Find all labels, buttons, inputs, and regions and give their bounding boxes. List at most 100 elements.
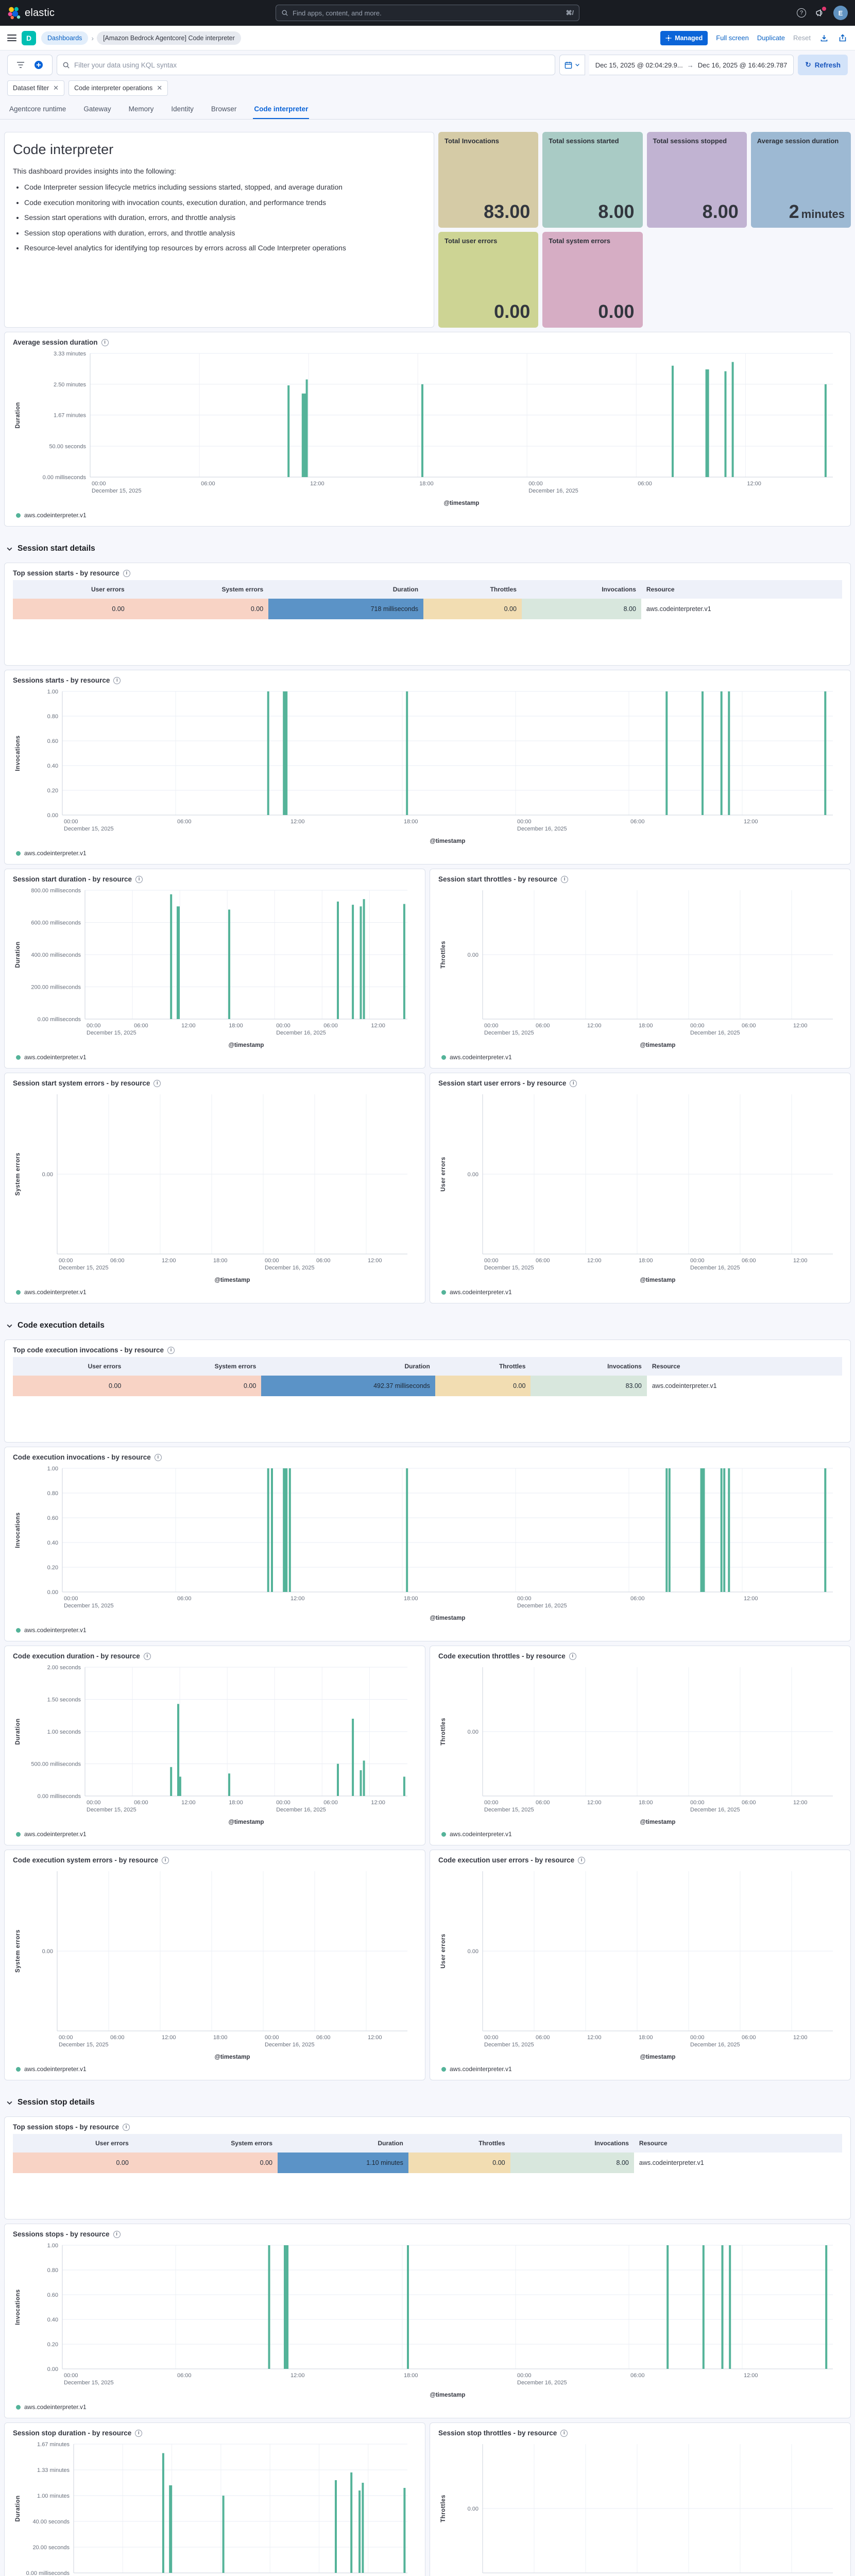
- date-range-display[interactable]: Dec 15, 2025 @ 02:04:29.9... → Dec 16, 2…: [589, 55, 794, 75]
- column-header[interactable]: Throttles: [490, 586, 517, 593]
- user-avatar[interactable]: E: [833, 6, 848, 20]
- tab-agentcore-runtime[interactable]: Agentcore runtime: [9, 105, 66, 113]
- column-header[interactable]: System errors: [221, 586, 264, 593]
- filter-pill-operations[interactable]: Code interpreter operations ✕: [69, 80, 168, 96]
- chart-sessions-stops[interactable]: 00:00 December 15, 2025 06:00 12:00 18:00 00:…: [13, 2241, 842, 2402]
- chart-code-execution-user-errors[interactable]: 00:00 December 15, 2025 06:00 12:00 18:00 00:…: [438, 1867, 842, 2064]
- legend-label[interactable]: aws.codeinterpreter.v1: [24, 1289, 87, 1296]
- help-icon[interactable]: ?: [796, 8, 807, 18]
- chart-session-start-system-errors[interactable]: 00:00 December 15, 2025 06:00 12:00 18:00 00:…: [13, 1090, 417, 1287]
- info-icon[interactable]: [123, 2123, 130, 2131]
- breadcrumb-dashboards[interactable]: Dashboards: [41, 31, 89, 45]
- chart-average-session-duration[interactable]: 00:00 December 15, 2025 06:00 12:00 18:00 00:…: [13, 349, 842, 511]
- menu-icon[interactable]: [7, 35, 16, 41]
- section-session-stop-details[interactable]: Session stop details: [6, 2098, 849, 2107]
- tab-gateway[interactable]: Gateway: [83, 105, 111, 113]
- date-from[interactable]: Dec 15, 2025 @ 02:04:29.9...: [595, 61, 683, 69]
- filter-pill-dataset[interactable]: Dataset filter ✕: [7, 80, 65, 96]
- legend-label[interactable]: aws.codeinterpreter.v1: [24, 512, 87, 519]
- tab-identity[interactable]: Identity: [171, 105, 194, 113]
- column-header[interactable]: Duration: [404, 1363, 430, 1370]
- legend-label[interactable]: aws.codeinterpreter.v1: [24, 1626, 87, 1634]
- legend-label[interactable]: aws.codeinterpreter.v1: [24, 1054, 87, 1061]
- tile-total-sessions-stopped[interactable]: Total sessions stopped 8.00: [646, 132, 747, 228]
- section-session-start-details[interactable]: Session start details: [6, 544, 849, 553]
- add-filter-icon[interactable]: [34, 60, 43, 70]
- legend-label[interactable]: aws.codeinterpreter.v1: [450, 1054, 512, 1061]
- info-icon[interactable]: [101, 338, 109, 346]
- info-icon[interactable]: [154, 1453, 162, 1461]
- column-header[interactable]: Invocations: [607, 1363, 642, 1370]
- table-row[interactable]: 0.00 0.00 492.37 milliseconds 0.00 83.00 aws.…: [13, 1376, 842, 1396]
- tile-total-sessions-started[interactable]: Total sessions started 8.00: [542, 132, 643, 228]
- column-header[interactable]: Invocations: [594, 2140, 629, 2147]
- full-screen-button[interactable]: Full screen: [716, 34, 749, 42]
- tab-browser[interactable]: Browser: [211, 105, 237, 113]
- chart-session-start-user-errors[interactable]: 00:00 December 15, 2025 06:00 12:00 18:00 00:…: [438, 1090, 842, 1287]
- table-row[interactable]: 0.00 0.00 1.10 minutes 0.00 8.00 aws.codeinte…: [13, 2153, 842, 2173]
- info-icon[interactable]: [153, 1079, 161, 1087]
- download-icon[interactable]: [819, 33, 829, 43]
- info-icon[interactable]: [578, 1856, 586, 1864]
- column-header[interactable]: User errors: [88, 1363, 122, 1370]
- info-icon[interactable]: [560, 2429, 568, 2437]
- chart-code-execution-invocations[interactable]: 00:00 December 15, 2025 06:00 12:00 18:00 00:…: [13, 1464, 842, 1625]
- table-row[interactable]: 0.00 0.00 718 milliseconds 0.00 8.00 aws.code…: [13, 599, 842, 619]
- duplicate-button[interactable]: Duplicate: [757, 34, 785, 42]
- info-icon[interactable]: [123, 569, 130, 577]
- tab-memory[interactable]: Memory: [128, 105, 154, 113]
- legend-label[interactable]: aws.codeinterpreter.v1: [24, 1831, 87, 1838]
- info-icon[interactable]: [113, 2230, 121, 2238]
- chart-session-start-duration[interactable]: 00:00 December 15, 2025 06:00 12:00 18:00 00:…: [13, 886, 417, 1053]
- reset-button[interactable]: Reset: [793, 34, 811, 42]
- chart-session-start-throttles[interactable]: 00:00 December 15, 2025 06:00 12:00 18:00 00:…: [438, 886, 842, 1053]
- legend-label[interactable]: aws.codeinterpreter.v1: [450, 1831, 512, 1838]
- tab-code-interpreter[interactable]: Code interpreter: [253, 101, 310, 119]
- legend-label[interactable]: aws.codeinterpreter.v1: [24, 850, 87, 857]
- column-header[interactable]: Duration: [378, 2140, 403, 2147]
- legend-label[interactable]: aws.codeinterpreter.v1: [24, 2065, 87, 2073]
- legend-label[interactable]: aws.codeinterpreter.v1: [450, 1289, 512, 1296]
- chart-code-execution-system-errors[interactable]: 00:00 December 15, 2025 06:00 12:00 18:00 00:…: [13, 1867, 417, 2064]
- space-badge[interactable]: D: [22, 30, 36, 45]
- chart-code-execution-duration[interactable]: 00:00 December 15, 2025 06:00 12:00 18:00 00:…: [13, 1663, 417, 1829]
- kql-query-input[interactable]: [74, 61, 550, 69]
- date-to[interactable]: Dec 16, 2025 @ 16:46:29.787: [697, 61, 788, 69]
- remove-filter-icon[interactable]: ✕: [157, 84, 163, 92]
- column-header[interactable]: Resource: [652, 1363, 680, 1370]
- info-icon[interactable]: [570, 1079, 577, 1087]
- section-code-execution-details[interactable]: Code execution details: [6, 1321, 849, 1330]
- chart-sessions-starts[interactable]: 00:00 December 15, 2025 06:00 12:00 18:00 00:…: [13, 687, 842, 849]
- share-icon[interactable]: [837, 33, 848, 43]
- tile-total-user-errors[interactable]: Total user errors 0.00: [438, 232, 539, 328]
- info-icon[interactable]: [135, 2429, 143, 2437]
- remove-filter-icon[interactable]: ✕: [53, 84, 59, 92]
- column-header[interactable]: Duration: [392, 586, 419, 593]
- info-icon[interactable]: [167, 1346, 175, 1354]
- refresh-button[interactable]: ↻ Refresh: [798, 55, 848, 75]
- column-header[interactable]: System errors: [231, 2140, 273, 2147]
- elastic-logo[interactable]: elastic: [7, 6, 55, 20]
- news-megaphone-icon[interactable]: [815, 7, 826, 18]
- column-header[interactable]: User errors: [95, 2140, 129, 2147]
- info-icon[interactable]: [561, 875, 569, 883]
- legend-label[interactable]: aws.codeinterpreter.v1: [24, 2403, 87, 2411]
- column-header[interactable]: Invocations: [602, 586, 636, 593]
- column-header[interactable]: Resource: [646, 586, 675, 593]
- filter-icon[interactable]: [16, 61, 25, 69]
- info-icon[interactable]: [143, 1652, 151, 1660]
- tile-total-system-errors[interactable]: Total system errors 0.00: [542, 232, 643, 328]
- info-icon[interactable]: [569, 1652, 576, 1660]
- tile-average-session-duration[interactable]: Average session duration 2 minutes: [750, 132, 851, 228]
- info-icon[interactable]: [113, 676, 121, 684]
- column-header[interactable]: System errors: [214, 1363, 256, 1370]
- column-header[interactable]: Throttles: [499, 1363, 526, 1370]
- info-icon[interactable]: [135, 875, 143, 883]
- legend-label[interactable]: aws.codeinterpreter.v1: [450, 2065, 512, 2073]
- tile-total-invocations[interactable]: Total Invocations 83.00: [438, 132, 539, 228]
- global-search-input[interactable]: Find apps, content, and more. ⌘/: [276, 5, 579, 21]
- date-picker-toggle[interactable]: [559, 55, 585, 75]
- chart-code-execution-throttles[interactable]: 00:00 December 15, 2025 06:00 12:00 18:00 00:…: [438, 1663, 842, 1829]
